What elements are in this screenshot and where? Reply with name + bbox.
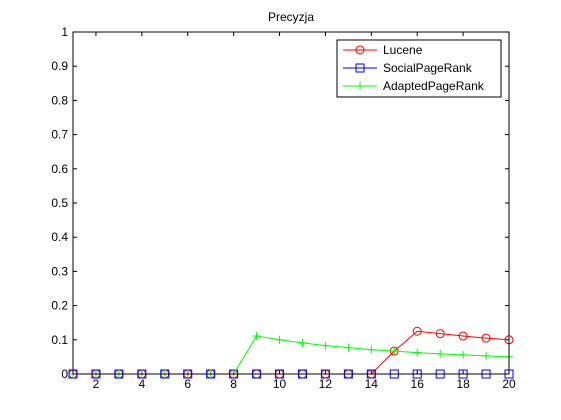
legend-marker-adaptedpagerank: [356, 82, 364, 90]
x-tick-label: 12: [319, 377, 333, 391]
x-tick-label: 18: [456, 377, 470, 391]
legend-item-lucene: Lucene: [343, 43, 423, 57]
x-tick-label: 14: [365, 377, 379, 391]
data-point-adaptedpagerank: [321, 341, 330, 350]
data-point-adaptedpagerank: [413, 348, 422, 357]
data-point-lucene: [412, 326, 422, 336]
x-tick-label: 2: [93, 377, 100, 391]
y-tick-label: 0: [61, 367, 68, 381]
x-tick-label: 10: [273, 377, 287, 391]
y-tick-label: 0.6: [51, 162, 68, 176]
legend-marker-socialpagerank: [355, 63, 365, 73]
x-tick-label: 6: [184, 377, 191, 391]
data-point-adaptedpagerank: [367, 345, 376, 354]
y-tick-label: 0.2: [51, 299, 68, 313]
data-point-adaptedpagerank: [390, 347, 399, 356]
x-tick-label: 16: [411, 377, 425, 391]
data-point-lucene: [435, 329, 445, 339]
data-point-lucene: [481, 333, 491, 343]
data-point-adaptedpagerank: [482, 351, 491, 360]
axes-box: [72, 31, 510, 375]
x-tick-label: 8: [230, 377, 237, 391]
legend-label-lucene: Lucene: [383, 43, 423, 57]
x-tick-label: 20: [502, 377, 516, 391]
legend-marker-lucene: [355, 45, 365, 55]
data-point-adaptedpagerank: [344, 343, 353, 352]
data-point-adaptedpagerank: [436, 349, 445, 358]
legend-label-adaptedpagerank: AdaptedPageRank: [383, 79, 485, 93]
legend: Lucene SocialPageRank AdaptedPageRank: [336, 39, 502, 98]
y-tick-label: 0.1: [51, 333, 68, 347]
legend-item-adaptedpagerank: AdaptedPageRank: [343, 79, 485, 93]
data-point-adaptedpagerank: [298, 338, 307, 347]
x-tick-label: 4: [138, 377, 145, 391]
y-tick-label: 0.9: [51, 59, 68, 73]
chart-title: Precyzja: [268, 10, 314, 24]
data-point-adaptedpagerank: [252, 332, 261, 341]
y-tick-label: 0.8: [51, 93, 68, 107]
data-point-adaptedpagerank: [459, 350, 468, 359]
legend-label-socialpagerank: SocialPageRank: [383, 61, 473, 75]
legend-item-socialpagerank: SocialPageRank: [343, 61, 473, 75]
y-tick-label: 1: [61, 25, 68, 39]
data-point-adaptedpagerank: [275, 335, 284, 344]
axis-ticks: 2 4 6 8 10 12 14 16 18 20 0 0.1 0.2 0.3 0.4 0.5 0.6 0.7 0.…: [51, 25, 516, 391]
y-tick-label: 0.7: [51, 128, 68, 142]
data-point-lucene: [458, 331, 468, 341]
y-tick-label: 0.3: [51, 264, 68, 278]
y-tick-label: 0.5: [51, 196, 68, 210]
y-tick-label: 0.4: [51, 230, 68, 244]
axes-frame: [72, 31, 510, 375]
